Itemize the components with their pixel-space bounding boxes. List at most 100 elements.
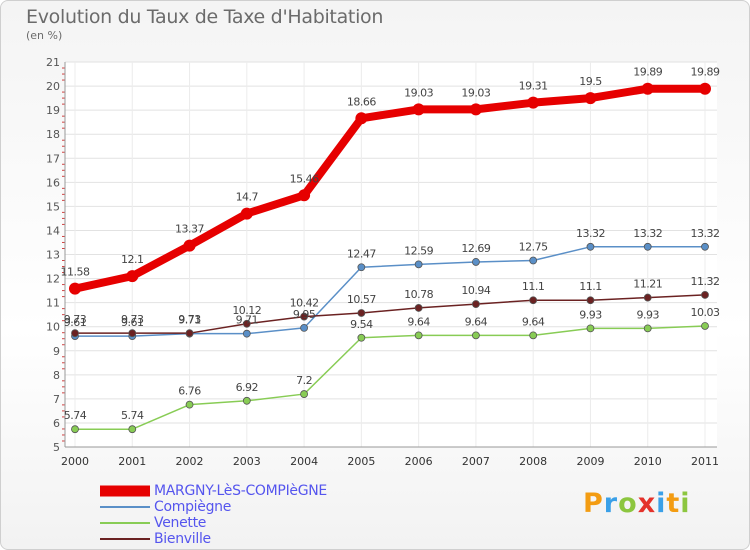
data-label: 19.03 xyxy=(404,86,433,99)
data-point xyxy=(185,400,194,409)
y-tick-label: 21 xyxy=(46,56,60,69)
data-point xyxy=(412,103,425,116)
legend-swatch-compiegne xyxy=(100,506,150,508)
y-tick-label: 7 xyxy=(53,393,60,406)
data-label: 5.74 xyxy=(64,409,87,422)
data-label: 10.03 xyxy=(691,306,720,319)
data-label: 12.69 xyxy=(461,242,490,255)
data-label: 9.93 xyxy=(636,308,659,321)
y-tick-label: 16 xyxy=(46,176,60,189)
data-point xyxy=(69,282,81,295)
data-label: 9.64 xyxy=(407,315,430,328)
y-tick-label: 9 xyxy=(53,345,60,358)
x-tick-label: 2011 xyxy=(691,455,719,468)
data-label: 9.71 xyxy=(178,314,201,327)
data-label: 15.46 xyxy=(290,172,319,185)
data-point xyxy=(414,331,423,340)
x-tick-label: 2004 xyxy=(290,455,318,468)
data-label: 10.94 xyxy=(461,284,490,297)
data-label: 9.64 xyxy=(465,315,488,328)
data-label: 13.32 xyxy=(576,227,605,240)
y-tick-label: 10 xyxy=(46,321,60,334)
data-label: 19.5 xyxy=(579,75,602,88)
y-tick-label: 12 xyxy=(46,273,60,286)
data-point xyxy=(641,82,654,95)
x-tick-label: 2007 xyxy=(462,455,490,468)
data-label: 9.73 xyxy=(178,313,201,326)
data-label: 9.93 xyxy=(579,308,602,321)
series-line-0 xyxy=(71,84,709,293)
data-point xyxy=(643,324,652,333)
legend-swatch-venette xyxy=(100,522,150,524)
data-point xyxy=(529,331,538,340)
data-point xyxy=(242,396,251,405)
data-label: 9.95 xyxy=(293,308,316,321)
legend-label-venette: Venette xyxy=(154,515,207,531)
data-label: 19.89 xyxy=(633,66,662,79)
legend-item-venette[interactable]: Venette xyxy=(100,515,327,531)
data-point xyxy=(701,322,709,330)
data-label: 6.92 xyxy=(236,381,259,394)
data-label: 12.47 xyxy=(347,247,376,260)
data-point xyxy=(357,263,366,272)
data-label: 19.31 xyxy=(519,80,548,93)
x-tick-label: 2008 xyxy=(519,455,547,468)
data-label: 11.21 xyxy=(633,278,662,291)
x-tick-label: 2006 xyxy=(405,455,433,468)
data-label: 14.7 xyxy=(236,191,259,204)
chart-title: Evolution du Taux de Taxe d'Habitation xyxy=(26,6,384,28)
series-line-2 xyxy=(74,325,706,430)
legend-label-compiegne: Compiègne xyxy=(154,499,232,515)
y-tick-label: 14 xyxy=(46,224,60,237)
data-point xyxy=(71,425,79,434)
data-point xyxy=(701,291,709,299)
y-tick-label: 19 xyxy=(46,104,60,117)
chart-subtitle: (en %) xyxy=(26,29,63,42)
x-tick-label: 2000 xyxy=(61,455,89,468)
data-label: 19.03 xyxy=(461,86,490,99)
proxiti-logo: Proxiti xyxy=(583,488,691,519)
data-point xyxy=(472,331,480,340)
data-point xyxy=(128,329,137,338)
data-point xyxy=(71,329,79,338)
data-point xyxy=(527,96,540,109)
y-tick-label: 13 xyxy=(46,249,60,262)
data-label: 5.74 xyxy=(121,409,144,422)
legend-label-margny: MARGNY-LèS-COMPIèGNE xyxy=(154,483,327,499)
x-tick-label: 2001 xyxy=(118,455,146,468)
legend-item-compiegne[interactable]: Compiègne xyxy=(100,499,327,515)
data-label: 9.73 xyxy=(64,313,87,326)
data-point xyxy=(300,312,308,321)
data-point xyxy=(240,207,253,220)
data-point xyxy=(355,112,368,125)
data-point xyxy=(357,309,366,317)
data-label: 12.75 xyxy=(519,241,548,254)
data-label: 7.2 xyxy=(296,374,312,387)
legend-item-bienville[interactable]: Bienville xyxy=(100,531,327,547)
y-tick-label: 17 xyxy=(46,152,60,165)
data-label: 10.57 xyxy=(347,293,376,306)
x-tick-label: 2005 xyxy=(347,455,375,468)
y-tick-label: 20 xyxy=(46,80,60,93)
data-point xyxy=(472,258,480,266)
y-tick-label: 18 xyxy=(46,128,60,141)
data-point xyxy=(242,319,251,328)
legend-swatch-margny xyxy=(100,485,150,497)
x-tick-label: 2003 xyxy=(233,455,261,468)
data-point xyxy=(699,82,711,95)
legend-swatch-bienville xyxy=(100,538,150,540)
data-label: 19.89 xyxy=(691,66,720,79)
data-point xyxy=(126,270,139,283)
y-tick-label: 5 xyxy=(53,441,60,454)
data-point xyxy=(300,390,308,398)
data-point xyxy=(472,300,480,308)
data-point xyxy=(357,333,366,342)
data-label: 10.12 xyxy=(232,304,261,317)
data-point xyxy=(298,189,311,202)
data-label: 11.1 xyxy=(522,280,545,293)
data-label: 9.73 xyxy=(121,313,144,326)
data-label: 12.59 xyxy=(404,244,433,257)
y-tick-label: 11 xyxy=(46,297,60,310)
legend-item-margny[interactable]: MARGNY-LèS-COMPIèGNE xyxy=(100,483,327,499)
